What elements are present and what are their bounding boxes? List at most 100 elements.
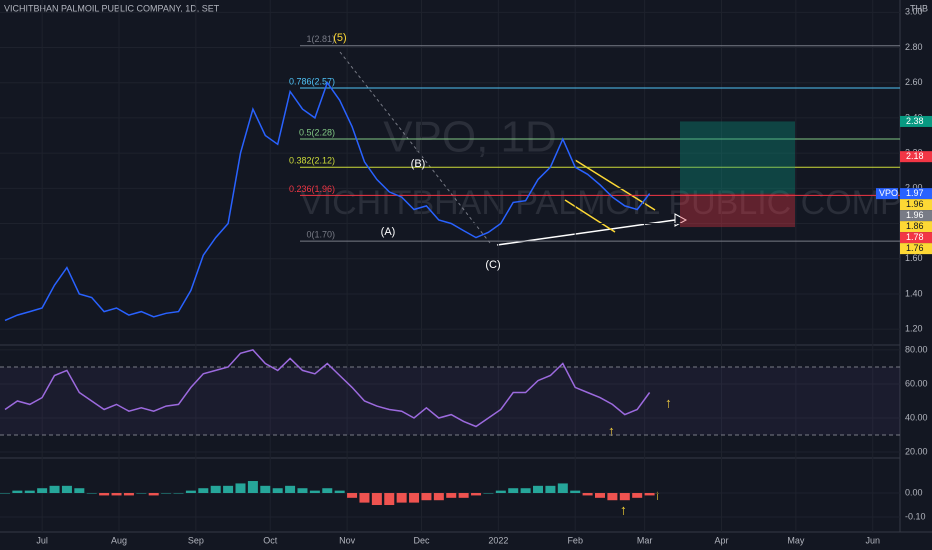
histogram-bar (396, 493, 407, 503)
price-badge-label: 1.78 (906, 232, 924, 242)
histogram-bar (582, 493, 593, 496)
y-tick-label: 2.60 (905, 77, 923, 87)
y-tick-label: 20.00 (905, 446, 928, 456)
x-tick-label: Dec (413, 535, 430, 545)
x-tick-label: Jul (36, 535, 48, 545)
y-tick-label: 3.00 (905, 7, 923, 17)
y-tick-label: 1.40 (905, 288, 923, 298)
histogram-bar (644, 493, 655, 496)
histogram-bar (235, 483, 246, 494)
histogram-bar (24, 490, 35, 494)
price-line (4, 81, 651, 322)
arrow-icon: ↑ (620, 502, 627, 518)
histogram-bar (272, 488, 283, 494)
chart-title: VICHITBHAN PALMOIL PUBLIC COMPANY, 1D, S… (4, 3, 220, 13)
watermark: VICHITBHAN PALMOIL PUBLIC COMPANY (300, 184, 932, 222)
histogram-bar (334, 490, 345, 494)
y-tick-label: 0.00 (905, 487, 923, 497)
wave-label: (A) (381, 226, 396, 238)
histogram-bar (520, 488, 531, 494)
y-tick-label: 60.00 (905, 378, 928, 388)
histogram-bar (74, 488, 85, 494)
histogram-bar (409, 493, 420, 503)
histogram-bar (136, 493, 147, 494)
wave-line (339, 51, 491, 244)
histogram-bar (247, 481, 258, 494)
arrow-icon: ↑ (654, 487, 661, 503)
x-tick-label: Apr (714, 535, 728, 545)
histogram-bar (433, 493, 444, 501)
histogram-bar (595, 493, 605, 498)
histogram-bar (185, 490, 196, 494)
histogram-bar (632, 493, 643, 498)
histogram-bar (359, 493, 370, 503)
watermark-symbol: VPO, 1D (383, 113, 557, 162)
histogram-bar (309, 490, 320, 494)
channel-line (564, 199, 616, 233)
x-tick-label: Feb (567, 535, 583, 545)
x-tick-label: Jun (865, 535, 880, 545)
y-tick-label: 80.00 (905, 344, 928, 354)
histogram-bar (495, 490, 506, 494)
price-badge (900, 243, 932, 255)
price-badge-label: 1.86 (906, 221, 924, 231)
histogram-bar (371, 493, 382, 506)
histogram-bar (285, 485, 296, 494)
histogram-bar (0, 493, 10, 494)
price-badge (900, 210, 932, 222)
price-badge-label: 1.96 (906, 199, 924, 209)
price-badge (900, 115, 932, 127)
histogram-bar (198, 488, 209, 494)
y-tick-label: 2.80 (905, 42, 923, 52)
histogram-bar (99, 493, 110, 496)
histogram-bar (297, 488, 308, 494)
histogram-bar (384, 493, 395, 506)
histogram-bar (260, 485, 271, 494)
symbol-badge (876, 188, 898, 200)
price-badge (900, 151, 932, 163)
x-tick-label: 2022 (488, 535, 508, 545)
x-tick-label: Nov (339, 535, 356, 545)
price-badge-label: 1.97 (906, 188, 924, 198)
fib-label: 0.5(2.28) (299, 127, 335, 137)
x-tick-label: Mar (637, 535, 653, 545)
histogram-bar (123, 493, 134, 496)
target-zone (680, 121, 795, 194)
x-tick-label: Sep (188, 535, 204, 545)
histogram-bar (607, 493, 618, 501)
histogram-bar (557, 483, 568, 494)
fib-label: 0.786(2.57) (289, 76, 335, 86)
x-tick-label: May (787, 535, 805, 545)
histogram-bar (161, 493, 172, 494)
y-tick-label: 2.00 (905, 183, 923, 193)
histogram-bar (49, 485, 60, 494)
currency: THB (910, 3, 928, 13)
histogram-bar (173, 493, 184, 494)
histogram-bar (12, 490, 23, 494)
fib-label: 0.382(2.12) (289, 156, 335, 166)
rsi-band (0, 366, 900, 436)
channel-line (574, 159, 656, 211)
histogram-bar (508, 488, 519, 494)
wave-label: (5) (333, 32, 346, 44)
arrow-icon: ↑ (608, 423, 615, 439)
wave-label: (C) (485, 259, 500, 271)
price-badge (900, 221, 932, 233)
y-tick-label: -0.10 (905, 511, 926, 521)
fib-label: 0(1.70) (306, 230, 335, 240)
price-badge (900, 188, 932, 200)
histogram-bar (148, 493, 159, 496)
wave-label: (B) (411, 158, 426, 170)
histogram-bar (458, 493, 469, 498)
histogram-bar (61, 485, 72, 494)
y-tick-label: 40.00 (905, 412, 928, 422)
y-tick-label: 1.60 (905, 253, 923, 263)
histogram-bar (619, 493, 630, 501)
histogram-bar (545, 485, 556, 494)
price-badge (900, 199, 932, 211)
histogram-bar (483, 493, 494, 494)
price-badge-label: 2.38 (906, 116, 924, 126)
histogram-bar (533, 485, 544, 494)
histogram-bar (570, 490, 581, 494)
histogram-bar (210, 485, 221, 494)
